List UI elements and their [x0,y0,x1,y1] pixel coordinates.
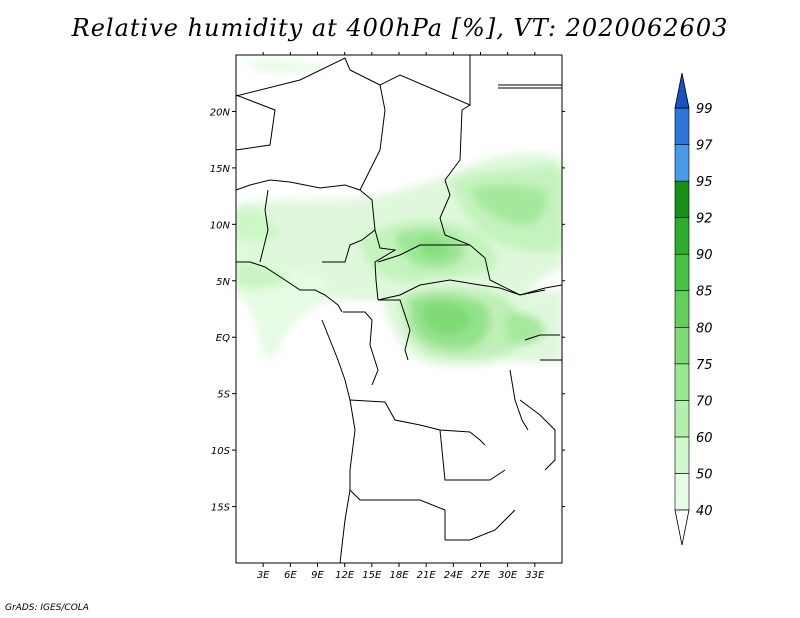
humidity-region-north-light [240,59,330,74]
border-chad-sudan [439,179,491,281]
lat-axis: 20N 15N 10N 5N EQ 5S 10S 15S [210,107,565,514]
colorbar-box [674,144,690,182]
colorbar-label: 75 [696,358,713,373]
colorbar-label: 99 [696,102,713,117]
colorbar-box [674,180,690,218]
colorbar-box [674,253,690,292]
lon-tick-label: 12E [335,570,355,581]
lon-tick-label: 27E [471,570,491,581]
lon-tick-label: 15E [362,570,382,581]
country-borders [236,55,562,563]
credit-text: GrADS: IGES/COLA [5,603,89,613]
humidity-region-chad-dark [470,185,547,225]
border-sudan-southsudan [489,279,562,296]
colorbar-box [674,326,690,365]
colorbar-box [674,217,690,255]
colorbar-label: 92 [696,212,713,227]
colorbar-label: 60 [696,431,713,446]
colorbar-label: 97 [696,139,713,154]
lat-tick-label: 15S [211,503,231,514]
colorbar-label: 80 [696,321,713,336]
lat-tick-label: 15N [210,164,231,175]
lat-tick-label: 5N [216,277,230,288]
colorbar-max-triangle [674,72,690,109]
border-niger-north [236,57,386,191]
humidity-region-westcoast-mid [236,262,290,289]
lake-tanganyika [509,369,529,431]
colorbar-label: 90 [696,248,713,263]
lat-tick-label: 20N [210,107,231,118]
colorbar-label: 50 [696,467,713,482]
border-algeria-mali [236,55,276,151]
lon-tick-label: 6E [284,570,297,581]
lon-tick-label: 24E [444,570,464,581]
colorbar-box [674,290,690,328]
colorbar-label: 40 [696,504,713,519]
border-tanzania [519,399,556,471]
lon-tick-label: 33E [525,570,545,581]
border-libya-chad [379,55,471,181]
colorbar-box [674,363,690,401]
colorbar-box [674,107,690,145]
colorbar-min-triangle [674,509,690,546]
border-nigeria-cameroon [322,189,376,263]
border-congo-drc [378,299,411,361]
lon-tick-label: 9E [311,570,324,581]
border-east [524,334,562,361]
colorbar-box [674,400,690,438]
border-angola-namibia [349,489,446,540]
coastline-central [321,319,356,563]
border-drc-angola [349,399,486,446]
lon-axis: 3E 6E 9E 12E 15E 18E 21E 24E 27E 30E 33E [257,52,545,581]
lat-tick-label: EQ [216,333,230,344]
colorbar-label: 95 [696,175,713,190]
border-nigeria-benin [259,189,269,263]
humidity-core-car [420,238,450,258]
lat-tick-label: 10S [211,446,231,457]
lon-tick-label: 18E [389,570,409,581]
border-niger-nigeria [236,179,361,191]
lat-tick-label: 5S [217,390,230,401]
humidity-core-drc [422,303,472,335]
lon-tick-label: 3E [257,570,270,581]
border-zambia-zimbabwe [445,509,516,541]
colorbar-box [674,436,690,474]
colorbar: 40 50 60 70 75 80 85 90 92 95 97 99 [674,72,713,546]
lon-tick-label: 30E [498,570,518,581]
colorbar-label: 70 [696,394,713,409]
humidity-region-nigeria-mid [236,208,280,242]
lon-tick-label: 21E [417,570,437,581]
border-car [377,244,470,263]
border-egypt-sudan [498,84,562,89]
coastline-westafrica [236,261,343,313]
humidity-field [236,59,562,367]
map-title: Relative humidity at 400hPa [%], VT: 202… [71,14,729,42]
border-angola-zambia [439,429,506,481]
border-cameroon-chad [374,229,397,301]
colorbar-box [674,473,690,511]
colorbar-label: 85 [696,285,713,300]
lat-tick-label: 10N [210,220,231,231]
border-gabon-congo [343,311,379,386]
